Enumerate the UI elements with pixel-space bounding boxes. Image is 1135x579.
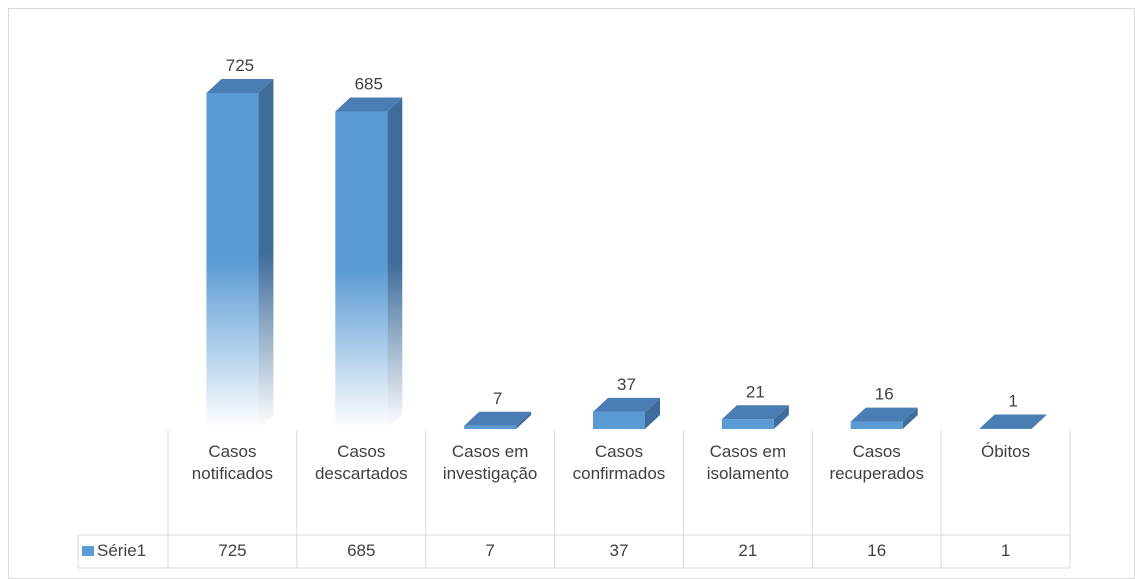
- data-label: 21: [746, 382, 765, 401]
- bar-front: [335, 111, 388, 429]
- bar: [593, 397, 660, 429]
- bar: [206, 79, 274, 429]
- bar-front: [206, 93, 259, 429]
- bar-top: [335, 97, 403, 112]
- category-label: Casos em isolamento: [706, 442, 789, 483]
- data-label: 37: [617, 375, 636, 394]
- bar-front: [593, 411, 645, 429]
- data-label: 685: [355, 75, 383, 94]
- bar-top: [721, 405, 789, 420]
- bar-top: [464, 411, 532, 426]
- category-label: Casos em investigação: [442, 442, 538, 483]
- table-value: 1: [1000, 541, 1011, 560]
- table-value: 37: [609, 541, 629, 560]
- bar-front: [464, 425, 517, 429]
- bar-side: [516, 411, 532, 429]
- bar-top: [979, 414, 1047, 429]
- chart-border: [8, 8, 1135, 579]
- bar-front: [721, 419, 774, 429]
- bar-side: [1031, 414, 1047, 429]
- table-value: 16: [867, 541, 887, 560]
- bar-front: [850, 421, 903, 429]
- bar-top: [206, 79, 274, 93]
- bar: [335, 97, 403, 429]
- table-value: 7: [485, 541, 495, 560]
- legend-label: Série1: [97, 541, 147, 560]
- bar-side: [902, 407, 918, 429]
- bar: [721, 405, 789, 429]
- category-label: Casos descartados: [314, 442, 408, 483]
- bar-front: [979, 428, 1032, 430]
- bar-side: [645, 397, 660, 429]
- bar-side: [773, 405, 789, 429]
- category-label: Casos recuperados: [829, 442, 924, 483]
- table-value: 21: [738, 541, 758, 560]
- category-label: Casos notificados: [191, 442, 274, 483]
- bar: [979, 414, 1047, 430]
- bar: [850, 407, 918, 429]
- data-label: 725: [226, 56, 254, 75]
- category-label: Casos confirmados: [572, 442, 666, 483]
- data-label: 1: [1008, 392, 1017, 411]
- data-label: 16: [875, 385, 894, 404]
- bar-top: [593, 397, 660, 412]
- bar-side: [387, 97, 403, 429]
- table-value: 685: [347, 541, 376, 560]
- bar: [464, 411, 532, 429]
- table-value: 725: [218, 541, 247, 560]
- bar-side: [258, 79, 274, 429]
- data-label: 7: [493, 389, 502, 408]
- bar-top: [850, 407, 918, 422]
- legend-key: [82, 546, 94, 556]
- category-label: Óbitos: [980, 442, 1031, 461]
